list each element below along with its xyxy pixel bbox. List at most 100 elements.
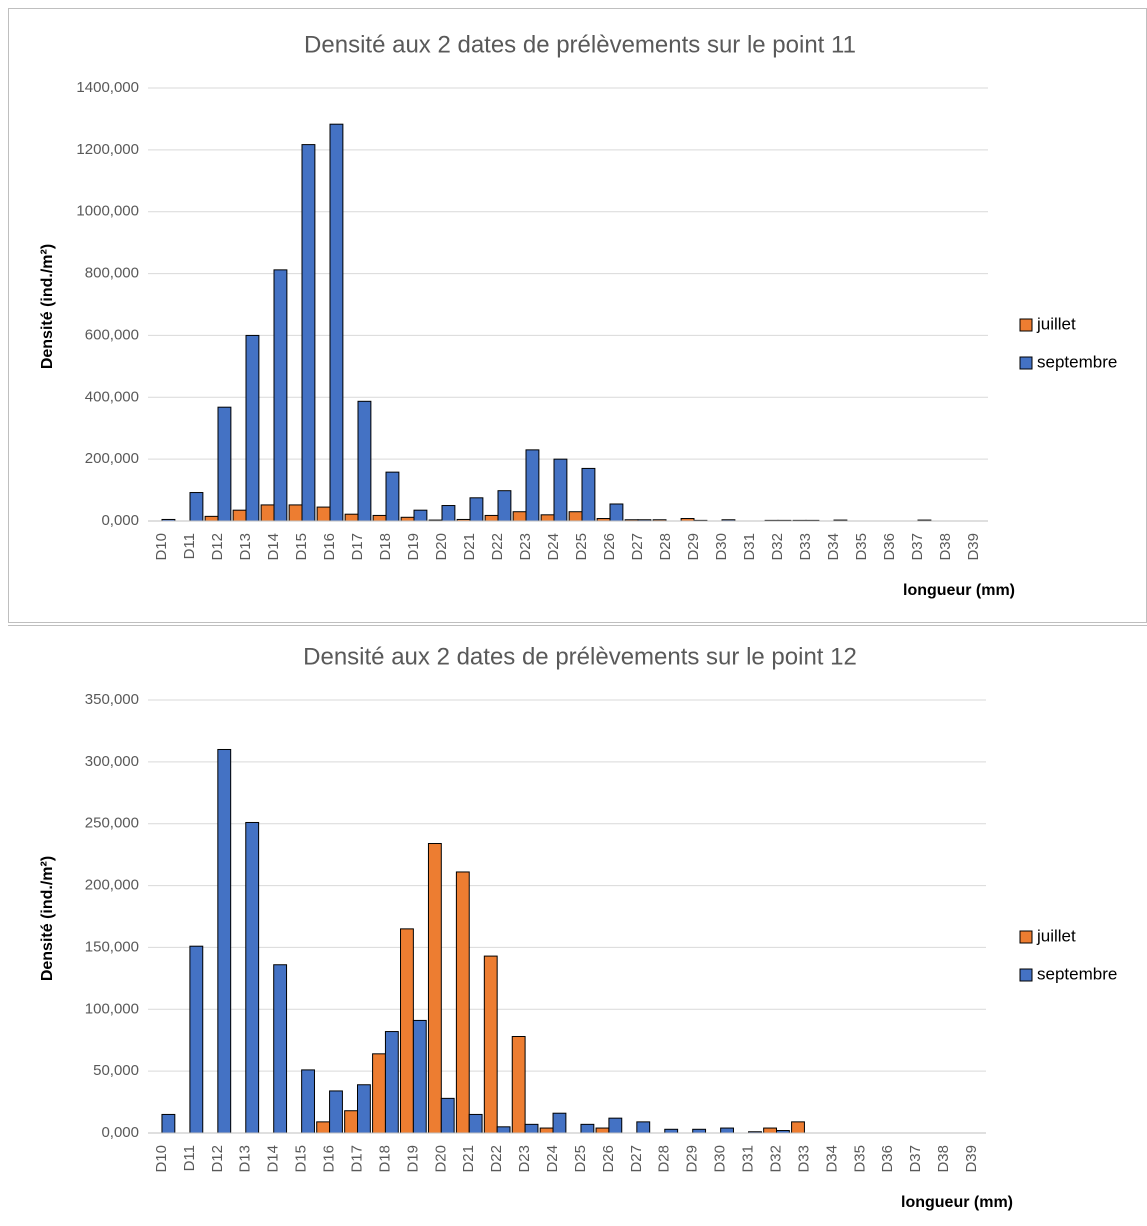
chart-title: Densité aux 2 dates de prélèvements sur … xyxy=(303,643,857,670)
bar xyxy=(540,514,555,522)
x-tick-label: D39 xyxy=(963,1145,980,1173)
bar xyxy=(329,1090,343,1134)
x-tick-label: D13 xyxy=(237,533,254,561)
bar xyxy=(273,964,288,1134)
x-tick-label: D16 xyxy=(321,1145,338,1173)
x-tick-label: D24 xyxy=(545,533,562,561)
bar xyxy=(288,504,303,522)
y-tick-label: 1400,000 xyxy=(76,79,139,96)
bar xyxy=(497,490,512,522)
bar xyxy=(484,514,499,522)
bar xyxy=(552,1112,567,1134)
bar xyxy=(609,503,624,522)
bar xyxy=(427,843,442,1134)
bar xyxy=(496,1126,511,1134)
x-tick-label: D18 xyxy=(377,533,394,561)
x-tick-label: D20 xyxy=(432,1145,449,1173)
x-tick-label: D18 xyxy=(376,1145,393,1173)
bar xyxy=(260,504,275,522)
x-tick-label: D17 xyxy=(349,533,366,561)
y-tick-label: 400,000 xyxy=(85,388,139,405)
x-tick-label: D29 xyxy=(685,533,702,561)
x-tick-label: D32 xyxy=(767,1145,784,1173)
bar xyxy=(440,1097,455,1134)
bar xyxy=(720,1127,734,1134)
y-axis-title: Densité (ind./m²) xyxy=(39,856,56,981)
bar xyxy=(245,334,260,522)
bar xyxy=(344,513,359,522)
x-tick-label: D15 xyxy=(293,533,310,561)
bar xyxy=(525,449,540,522)
bar xyxy=(692,1128,707,1134)
legend-label: juillet xyxy=(1036,314,1076,333)
x-tick-label: D31 xyxy=(741,533,758,561)
x-tick-label: D10 xyxy=(153,533,170,561)
legend-label: juillet xyxy=(1036,926,1076,945)
x-tick-label: D11 xyxy=(181,533,198,559)
legend-swatch xyxy=(1019,968,1033,982)
bar xyxy=(232,509,247,522)
legend-swatch xyxy=(1019,356,1033,370)
x-tick-label: D36 xyxy=(881,533,898,561)
y-tick-label: 0,000 xyxy=(101,512,139,529)
bar xyxy=(664,1128,679,1134)
legend-swatch xyxy=(1019,930,1033,944)
x-tick-label: D13 xyxy=(237,1145,254,1173)
bar xyxy=(357,400,372,522)
y-tick-label: 100,000 xyxy=(85,1000,139,1017)
x-tick-label: D30 xyxy=(712,1145,729,1173)
x-tick-label: D17 xyxy=(348,1145,365,1173)
bar xyxy=(385,471,400,522)
x-tick-label: D26 xyxy=(600,1145,617,1173)
x-tick-label: D29 xyxy=(684,1145,701,1173)
y-tick-label: 350,000 xyxy=(85,691,139,708)
chart-frame xyxy=(8,8,1147,623)
x-tick-label: D37 xyxy=(907,1145,924,1173)
bar xyxy=(595,1127,610,1134)
x-tick-label: D11 xyxy=(181,1145,198,1171)
bar xyxy=(400,928,414,1134)
x-tick-label: D21 xyxy=(461,533,478,561)
bar xyxy=(189,945,204,1134)
x-tick-label: D20 xyxy=(433,533,450,561)
bar xyxy=(189,492,204,522)
x-tick-label: D14 xyxy=(265,533,282,561)
bar xyxy=(245,821,260,1134)
bar xyxy=(469,497,484,522)
x-tick-label: D19 xyxy=(404,1145,421,1173)
x-tick-label: D28 xyxy=(656,1145,673,1173)
x-tick-label: D25 xyxy=(573,533,590,561)
x-tick-label: D30 xyxy=(713,533,730,561)
x-tick-label: D22 xyxy=(489,533,506,561)
chart-title: Densité aux 2 dates de prélèvements sur … xyxy=(304,31,856,58)
bar xyxy=(608,1117,623,1134)
y-tick-label: 50,000 xyxy=(93,1062,139,1079)
bar xyxy=(581,467,596,522)
bar xyxy=(357,1084,371,1134)
bar xyxy=(329,123,344,522)
x-tick-label: D22 xyxy=(488,1145,505,1173)
bar xyxy=(455,871,470,1134)
x-tick-label: D24 xyxy=(544,1145,561,1173)
bar xyxy=(483,955,498,1134)
y-tick-label: 0,000 xyxy=(101,1124,139,1141)
y-tick-label: 150,000 xyxy=(85,938,139,955)
x-tick-label: D38 xyxy=(937,533,954,561)
bar xyxy=(344,1110,358,1134)
x-tick-label: D34 xyxy=(825,533,842,561)
x-tick-label: D31 xyxy=(740,1145,757,1173)
y-tick-label: 1200,000 xyxy=(76,141,139,158)
x-tick-label: D34 xyxy=(823,1145,840,1173)
bar xyxy=(539,1127,554,1134)
y-tick-label: 300,000 xyxy=(85,753,139,770)
bar xyxy=(161,1113,176,1134)
x-tick-label: D14 xyxy=(265,1145,282,1173)
legend-label: septembre xyxy=(1037,352,1117,371)
bar xyxy=(217,406,232,522)
y-tick-label: 200,000 xyxy=(85,450,139,467)
bar xyxy=(763,1127,778,1134)
x-tick-label: D27 xyxy=(629,533,646,561)
bar xyxy=(301,1069,315,1134)
bar xyxy=(636,1121,651,1134)
x-tick-label: D19 xyxy=(405,533,422,561)
